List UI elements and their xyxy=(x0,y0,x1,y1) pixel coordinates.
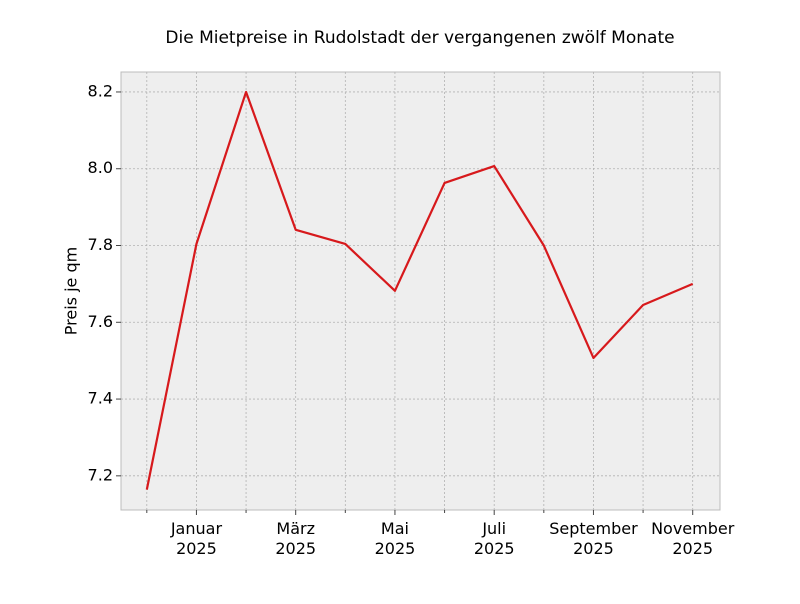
y-tick-label: 8.0 xyxy=(88,158,113,177)
plot-area xyxy=(120,71,721,511)
y-axis-label: Preis je qm xyxy=(62,247,81,335)
y-tick-label: 7.8 xyxy=(88,235,113,254)
x-tick-label: November 2025 xyxy=(651,519,735,558)
x-tick-label: Juli 2025 xyxy=(474,519,515,558)
y-tick-label: 8.2 xyxy=(88,81,113,100)
x-tick-label: September 2025 xyxy=(549,519,638,558)
line-series xyxy=(145,90,694,490)
y-tick-label: 7.6 xyxy=(88,312,113,331)
x-tick-label: Mai 2025 xyxy=(375,519,416,558)
chart-title: Die Mietpreise in Rudolstadt der vergang… xyxy=(165,28,674,48)
x-tick-label: Januar 2025 xyxy=(170,519,223,558)
y-tick-label: 7.4 xyxy=(88,389,113,408)
x-tick-label: März 2025 xyxy=(275,519,316,558)
y-tick-label: 7.2 xyxy=(88,465,113,484)
